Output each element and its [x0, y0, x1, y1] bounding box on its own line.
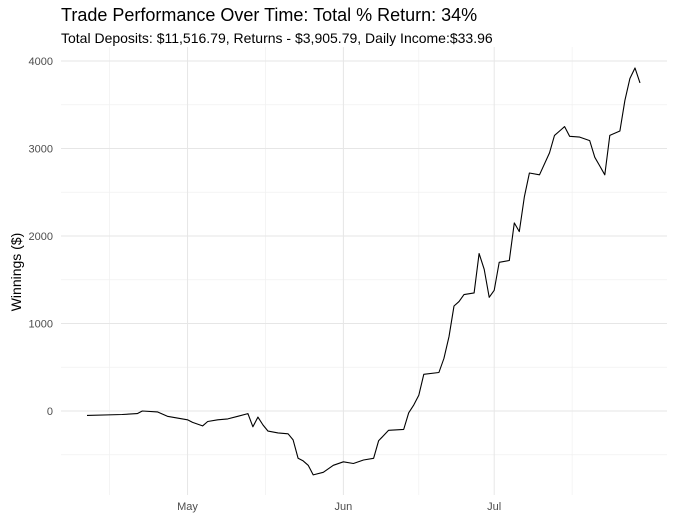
x-tick-label: May [177, 501, 198, 513]
x-tick-label: Jul [487, 501, 501, 513]
major-gridlines [61, 47, 667, 495]
y-axis-ticks: 0 1000 2000 3000 4000 [29, 56, 53, 418]
chart-title: Trade Performance Over Time: Total % Ret… [61, 5, 478, 25]
y-tick-label: 3000 [29, 144, 53, 156]
x-tick-label: Jun [335, 501, 353, 513]
y-tick-label: 4000 [29, 56, 53, 68]
y-axis-label: Winnings ($) [8, 233, 24, 312]
series-layer [86, 67, 641, 476]
y-tick-label: 1000 [29, 319, 53, 331]
x-axis-ticks: May Jun Jul [177, 501, 501, 513]
y-tick-label: 0 [47, 406, 53, 418]
minor-gridlines [61, 47, 667, 495]
y-tick-label: 2000 [29, 231, 53, 243]
chart-subtitle: Total Deposits: $11,516.79, Returns - $3… [61, 30, 493, 46]
series-line [86, 67, 641, 476]
